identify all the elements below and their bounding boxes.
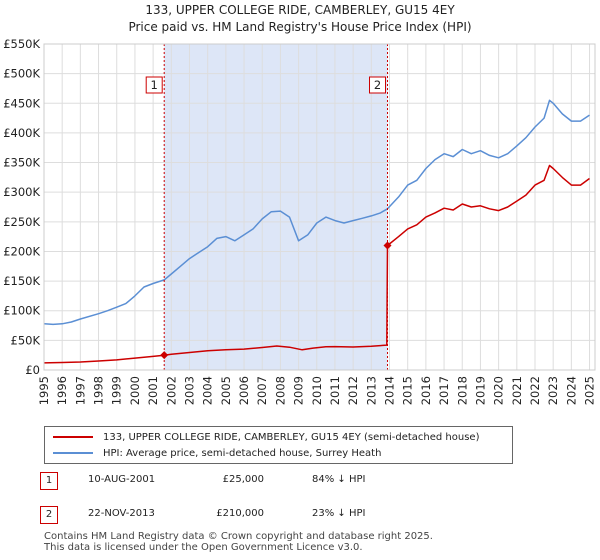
sale-hpi-diff: 23% ↓ HPI (312, 508, 366, 519)
y-tick-label: £450K (3, 96, 40, 110)
x-tick-label: 2025 (583, 376, 597, 405)
y-tick-label: £50K (11, 333, 41, 347)
x-tick-label: 2023 (546, 376, 560, 405)
x-tick-label: 1996 (55, 376, 69, 405)
x-tick-label: 2010 (310, 376, 324, 405)
sale-number-badge: 1 (40, 472, 58, 490)
legend-property-label: 133, UPPER COLLEGE RIDE, CAMBERLEY, GU15… (103, 431, 480, 443)
x-tick-label: 2022 (528, 376, 542, 405)
sale-number-badge: 2 (40, 506, 58, 524)
x-tick-label: 1999 (110, 376, 124, 405)
y-tick-label: £250K (3, 215, 40, 229)
x-tick-label: 2020 (492, 376, 506, 405)
x-tick-label: 2015 (401, 376, 415, 405)
footer-copyright: Contains HM Land Registry data © Crown c… (44, 531, 433, 542)
y-tick-label: £550K (3, 37, 40, 51)
x-tick-label: 2007 (255, 376, 269, 405)
legend-hpi-swatch (53, 452, 93, 454)
x-tick-label: 2013 (364, 376, 378, 405)
y-tick-label: £350K (3, 156, 40, 170)
footer-licence: This data is licensed under the Open Gov… (44, 542, 363, 553)
ownership-period-shading (164, 44, 388, 370)
hpi-line (43, 99, 590, 326)
y-tick-label: £500K (3, 67, 40, 81)
sale-1-badge-label: 1 (151, 78, 158, 92)
y-tick-label: £300K (3, 185, 40, 199)
x-tick-label: 2009 (292, 376, 306, 405)
sale-1-point (160, 351, 169, 360)
x-tick-label: 2019 (473, 376, 487, 405)
x-tick-label: 2021 (510, 376, 524, 405)
sale-row-1: 1 10-AUG-2001 £25,000 84% ↓ HPI (40, 472, 440, 492)
x-tick-label: 2017 (437, 376, 451, 405)
x-tick-label: 2000 (128, 376, 142, 405)
x-tick-label: 2005 (219, 376, 233, 405)
sale-price: £210,000 (216, 508, 264, 519)
footer-attribution: Contains HM Land Registry data © Crown c… (44, 531, 433, 553)
y-tick-label: £200K (3, 244, 40, 258)
legend-property-swatch (53, 436, 93, 438)
sale-2-point (383, 241, 392, 250)
plot-area (43, 43, 596, 371)
sale-2-badge-label: 2 (374, 78, 381, 92)
legend-item-hpi: HPI: Average price, semi-detached house,… (53, 445, 381, 461)
x-tick-label: 2002 (164, 376, 178, 405)
chart-title: 133, UPPER COLLEGE RIDE, CAMBERLEY, GU15… (145, 3, 455, 17)
chart-subtitle: Price paid vs. HM Land Registry's House … (128, 20, 471, 34)
sale-price: £25,000 (222, 474, 264, 485)
sale-date: 10-AUG-2001 (88, 474, 156, 485)
legend-hpi-label: HPI: Average price, semi-detached house,… (103, 447, 382, 459)
x-tick-label: 2014 (383, 376, 397, 405)
sale-row-2: 2 22-NOV-2013 £210,000 23% ↓ HPI (40, 506, 440, 526)
x-tick-label: 2003 (182, 376, 196, 405)
y-tick-label: £400K (3, 126, 40, 140)
x-tick-label: 2012 (346, 376, 360, 405)
sale-2-badge (369, 76, 387, 94)
sale-hpi-diff: 84% ↓ HPI (312, 474, 366, 485)
x-tick-label: 2016 (419, 376, 433, 405)
y-tick-label: £150K (3, 274, 40, 288)
sale-date: 22-NOV-2013 (88, 508, 155, 519)
x-tick-label: 2024 (564, 376, 578, 405)
x-tick-label: 1995 (37, 376, 51, 405)
legend: 133, UPPER COLLEGE RIDE, CAMBERLEY, GU15… (44, 426, 513, 464)
legend-item-property: 133, UPPER COLLEGE RIDE, CAMBERLEY, GU15… (53, 429, 480, 445)
y-tick-label: £100K (3, 304, 40, 318)
x-tick-label: 2008 (273, 376, 287, 405)
x-tick-label: 2001 (146, 376, 160, 405)
x-tick-label: 2004 (201, 376, 215, 405)
x-tick-label: 1998 (92, 376, 106, 405)
y-tick-label: £0 (25, 363, 40, 377)
x-tick-label: 2018 (455, 376, 469, 405)
x-tick-label: 2011 (328, 376, 342, 405)
x-tick-label: 1997 (73, 376, 87, 405)
x-tick-label: 2006 (237, 376, 251, 405)
price-chart: 133, UPPER COLLEGE RIDE, CAMBERLEY, GU15… (3, 3, 597, 405)
sale-1-badge (145, 76, 163, 94)
